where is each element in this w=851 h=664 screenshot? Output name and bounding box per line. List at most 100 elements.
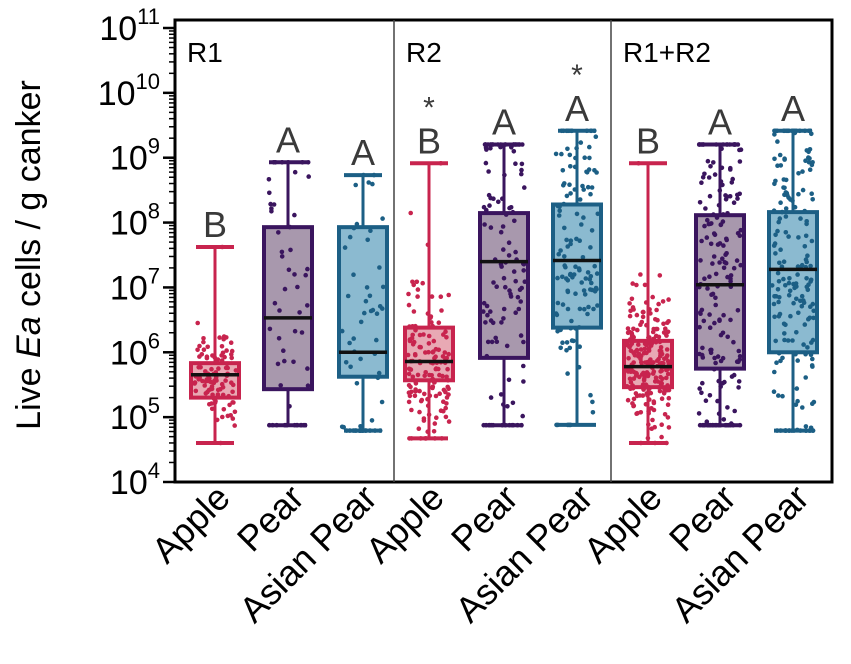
data-point	[773, 232, 778, 238]
data-point	[775, 163, 780, 168]
data-point	[665, 402, 671, 408]
data-point	[205, 344, 210, 350]
x-category-label: Apple	[576, 477, 670, 571]
data-point	[728, 317, 733, 323]
box-group-pear: A	[262, 119, 314, 428]
data-point	[230, 416, 236, 421]
data-point	[721, 265, 727, 271]
data-point	[638, 347, 644, 352]
data-point	[209, 406, 215, 412]
data-point	[711, 160, 716, 165]
data-point	[562, 254, 567, 259]
data-point	[282, 358, 287, 364]
data-point	[219, 344, 225, 349]
data-point	[369, 418, 375, 423]
data-point	[583, 276, 589, 281]
data-point	[790, 338, 795, 343]
data-point	[633, 370, 639, 376]
data-point	[439, 308, 444, 313]
data-point	[491, 196, 496, 201]
data-point	[565, 306, 571, 312]
data-point	[442, 350, 448, 355]
data-point	[407, 393, 413, 399]
box-fill	[696, 215, 744, 369]
data-point	[638, 356, 643, 362]
y-tick-label: 108	[110, 199, 160, 243]
data-point	[519, 285, 524, 291]
data-point	[410, 279, 415, 285]
data-point	[342, 245, 348, 250]
data-point	[560, 302, 566, 307]
data-point	[581, 288, 587, 293]
data-point	[736, 348, 742, 354]
data-point	[197, 343, 202, 349]
data-point	[291, 359, 296, 365]
data-point	[574, 211, 580, 217]
data-point	[562, 263, 567, 268]
data-point	[410, 342, 416, 347]
data-point	[229, 380, 234, 386]
data-point	[635, 410, 640, 416]
data-point	[348, 364, 353, 370]
data-point	[279, 254, 285, 259]
data-point	[803, 158, 808, 163]
data-point	[793, 281, 799, 286]
data-point	[266, 177, 272, 182]
data-point	[299, 330, 305, 335]
data-point	[271, 202, 277, 207]
box-group-apple: B	[622, 120, 674, 446]
data-point	[698, 311, 703, 317]
panel-title: R2	[406, 37, 442, 68]
data-point	[732, 408, 737, 414]
data-point	[577, 344, 582, 350]
data-point	[776, 314, 782, 319]
data-point	[775, 287, 781, 292]
data-point	[376, 370, 382, 376]
data-point	[803, 257, 809, 262]
data-point	[810, 160, 815, 165]
panel-title: R1	[187, 37, 223, 68]
data-point	[198, 365, 203, 370]
data-point	[410, 374, 416, 380]
data-point	[513, 161, 518, 166]
data-point	[483, 160, 489, 166]
data-point	[564, 237, 569, 243]
data-point	[657, 388, 663, 394]
data-point	[446, 292, 452, 298]
data-point	[420, 280, 426, 286]
data-point	[723, 252, 728, 257]
data-point	[721, 417, 727, 422]
data-point	[724, 237, 729, 243]
data-point	[809, 238, 815, 244]
data-point	[358, 319, 364, 325]
data-point	[718, 332, 724, 338]
data-point	[193, 388, 199, 394]
data-point	[434, 415, 439, 421]
data-point	[200, 378, 205, 384]
data-point	[577, 238, 582, 243]
y-tick-base: 10	[110, 205, 148, 243]
y-axis-title-group: Live Ea cells / g canker	[10, 80, 48, 430]
data-point	[519, 167, 524, 173]
data-point	[641, 350, 647, 356]
data-point	[292, 328, 298, 334]
data-point	[286, 267, 292, 273]
data-point	[659, 422, 664, 428]
data-point	[443, 414, 449, 420]
data-point	[777, 152, 783, 158]
data-point	[645, 373, 651, 379]
data-point	[500, 224, 506, 229]
data-point	[353, 182, 359, 188]
data-point	[772, 314, 777, 320]
significance-letter: A	[708, 101, 732, 142]
data-point	[515, 294, 521, 300]
data-point	[231, 400, 236, 405]
data-point	[586, 304, 591, 310]
data-point	[363, 298, 369, 304]
data-point	[481, 309, 486, 314]
data-point	[446, 419, 452, 424]
data-point	[512, 218, 517, 224]
data-point	[781, 259, 787, 265]
data-point	[782, 157, 787, 162]
data-point	[654, 307, 659, 313]
